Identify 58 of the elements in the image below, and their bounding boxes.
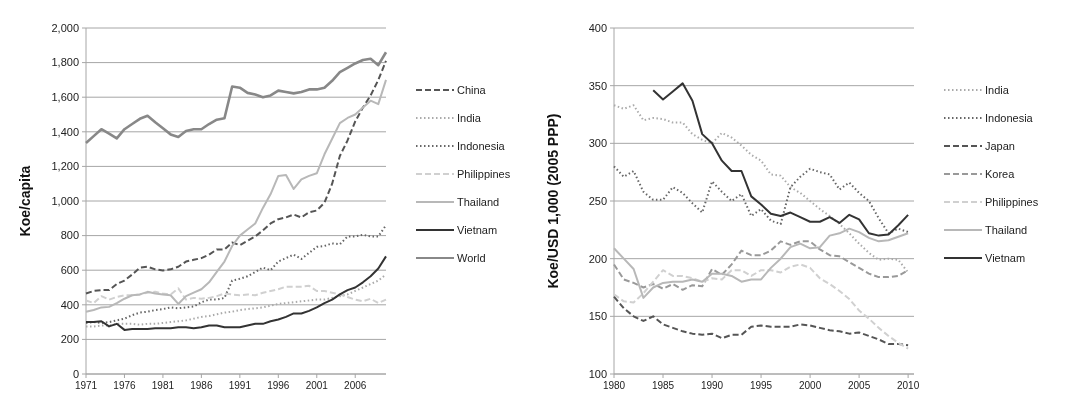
x-tick-label: 1995 — [749, 380, 773, 391]
x-tick-label: 2001 — [305, 380, 329, 391]
x-tick-label: 1986 — [190, 380, 213, 391]
legend-label: Philippines — [457, 167, 511, 180]
y-tick-label: 0 — [72, 367, 79, 380]
legend-label: India — [457, 111, 482, 124]
y-tick-label: 600 — [60, 264, 79, 277]
line-series — [652, 82, 910, 237]
legend-label: Vietnam — [457, 223, 498, 236]
line-series — [613, 165, 910, 235]
y-tick-label: 1,200 — [51, 160, 79, 173]
x-tick-label: 1980 — [602, 380, 626, 391]
x-tick-label: 1971 — [74, 380, 98, 391]
line-series — [84, 50, 388, 145]
y-tick-label: 2,000 — [51, 21, 79, 34]
y-tick-label: 400 — [588, 21, 607, 34]
y-tick-label: 150 — [588, 310, 607, 323]
x-tick-label: 1991 — [228, 380, 252, 391]
legend-label: Japan — [985, 139, 1015, 152]
y-tick-label: 200 — [60, 333, 79, 346]
line-series — [613, 295, 910, 347]
y-tick-label: 800 — [60, 229, 79, 242]
y-tick-label: 1,600 — [51, 91, 79, 104]
x-tick-label: 1981 — [151, 380, 175, 391]
legend-label: Thailand — [457, 195, 500, 208]
y-tick-label: 200 — [588, 252, 607, 265]
y-tick-label: 300 — [588, 137, 607, 150]
x-tick-label: 2006 — [344, 380, 367, 391]
line-series — [613, 227, 910, 299]
y-tick-label: 350 — [588, 79, 607, 92]
x-tick-label: 1976 — [113, 380, 137, 391]
line-series — [85, 255, 387, 331]
y-tick-label: 1,800 — [51, 56, 79, 69]
line-series — [85, 224, 387, 324]
y-tick-label: 1,400 — [51, 125, 79, 138]
line-series — [85, 284, 387, 305]
legend-label: China — [457, 83, 487, 96]
x-tick-label: 2005 — [847, 380, 871, 391]
x-tick-label: 2000 — [798, 380, 822, 391]
legend-label: Korea — [985, 167, 1016, 180]
legend-label: India — [985, 83, 1010, 96]
x-tick-label: 1996 — [267, 380, 290, 391]
legend-label: World — [457, 251, 486, 264]
x-tick-label: 1985 — [651, 380, 675, 391]
legend-label: Vietnam — [985, 251, 1026, 264]
y-tick-label: 400 — [60, 298, 79, 311]
y-tick-label: 1,000 — [51, 194, 79, 207]
legend-label: Indonesia — [985, 111, 1034, 124]
legend-label: Thailand — [985, 223, 1028, 236]
y-tick-label: 250 — [588, 194, 607, 207]
x-tick-label: 1990 — [700, 380, 724, 391]
line-series — [613, 263, 910, 350]
x-tick-label: 2010 — [896, 380, 920, 391]
y-axis-title: Koe/USD 1,000 (2005 PPP) — [545, 113, 561, 289]
y-axis-title: Koe/capita — [17, 165, 33, 237]
y-tick-label: 100 — [588, 367, 607, 380]
legend-label: Philippines — [985, 195, 1039, 208]
legend-label: Indonesia — [457, 139, 506, 152]
